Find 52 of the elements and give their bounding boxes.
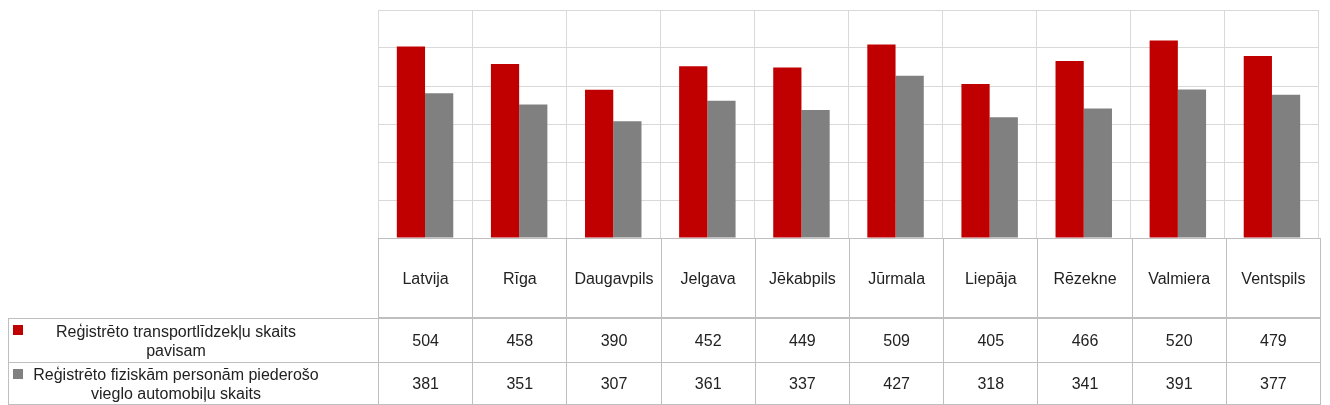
x-tick-label: Jelgava: [660, 238, 756, 318]
data-label: 391: [1131, 362, 1227, 405]
bar: [613, 121, 642, 238]
data-label: 405: [943, 318, 1039, 363]
data-label: 390: [566, 318, 662, 363]
bar: [679, 66, 708, 238]
bar: [801, 109, 830, 238]
bar: [490, 63, 520, 238]
x-tick-label: Liepāja: [943, 238, 1039, 318]
bar: [989, 117, 1018, 238]
data-label: 504: [378, 318, 474, 363]
legend-label: Reģistrēto fiziskām personām piederošo vieglo automobiļu skaits: [32, 364, 320, 403]
data-label: 509: [849, 318, 945, 363]
bar: [707, 100, 736, 238]
bar: [773, 67, 802, 238]
data-label: 458: [472, 318, 568, 363]
x-tick-label: Jēkabpils: [754, 238, 850, 318]
bar: [519, 104, 548, 238]
bar: [1243, 55, 1272, 238]
bar: [895, 75, 924, 238]
data-label: 341: [1037, 362, 1133, 405]
bar: [425, 93, 454, 238]
x-tick-label: Daugavpils: [566, 238, 662, 318]
bar: [961, 84, 990, 238]
data-label: 449: [754, 318, 850, 363]
legend-label: Reģistrēto transportlīdzekļu skaits pavisam: [54, 321, 298, 360]
data-label: 381: [378, 362, 474, 405]
x-tick-label: Rēzekne: [1037, 238, 1133, 318]
bar: [1055, 60, 1084, 238]
data-label: 520: [1131, 318, 1227, 363]
data-label: 377: [1225, 362, 1321, 405]
data-label: 351: [472, 362, 568, 405]
x-tick-label: Valmiera: [1131, 238, 1227, 318]
data-label: 318: [943, 362, 1039, 405]
x-tick-label: Jūrmala: [849, 238, 945, 318]
data-label: 361: [660, 362, 756, 405]
data-label: 466: [1037, 318, 1133, 363]
bar: [1271, 94, 1301, 238]
data-label: 479: [1225, 318, 1321, 363]
x-tick-label: Latvija: [378, 238, 474, 318]
x-tick-label: Rīga: [472, 238, 568, 318]
bar: [867, 44, 896, 238]
bar: [1149, 40, 1178, 238]
bar: [1177, 89, 1207, 238]
data-label: 452: [660, 318, 756, 363]
data-label: 307: [566, 362, 662, 405]
data-label: 427: [849, 362, 945, 405]
bar: [1083, 108, 1112, 238]
data-label: 337: [754, 362, 850, 405]
x-tick-label: Ventspils: [1225, 238, 1321, 318]
bar: [396, 46, 426, 238]
bar: [585, 89, 614, 238]
